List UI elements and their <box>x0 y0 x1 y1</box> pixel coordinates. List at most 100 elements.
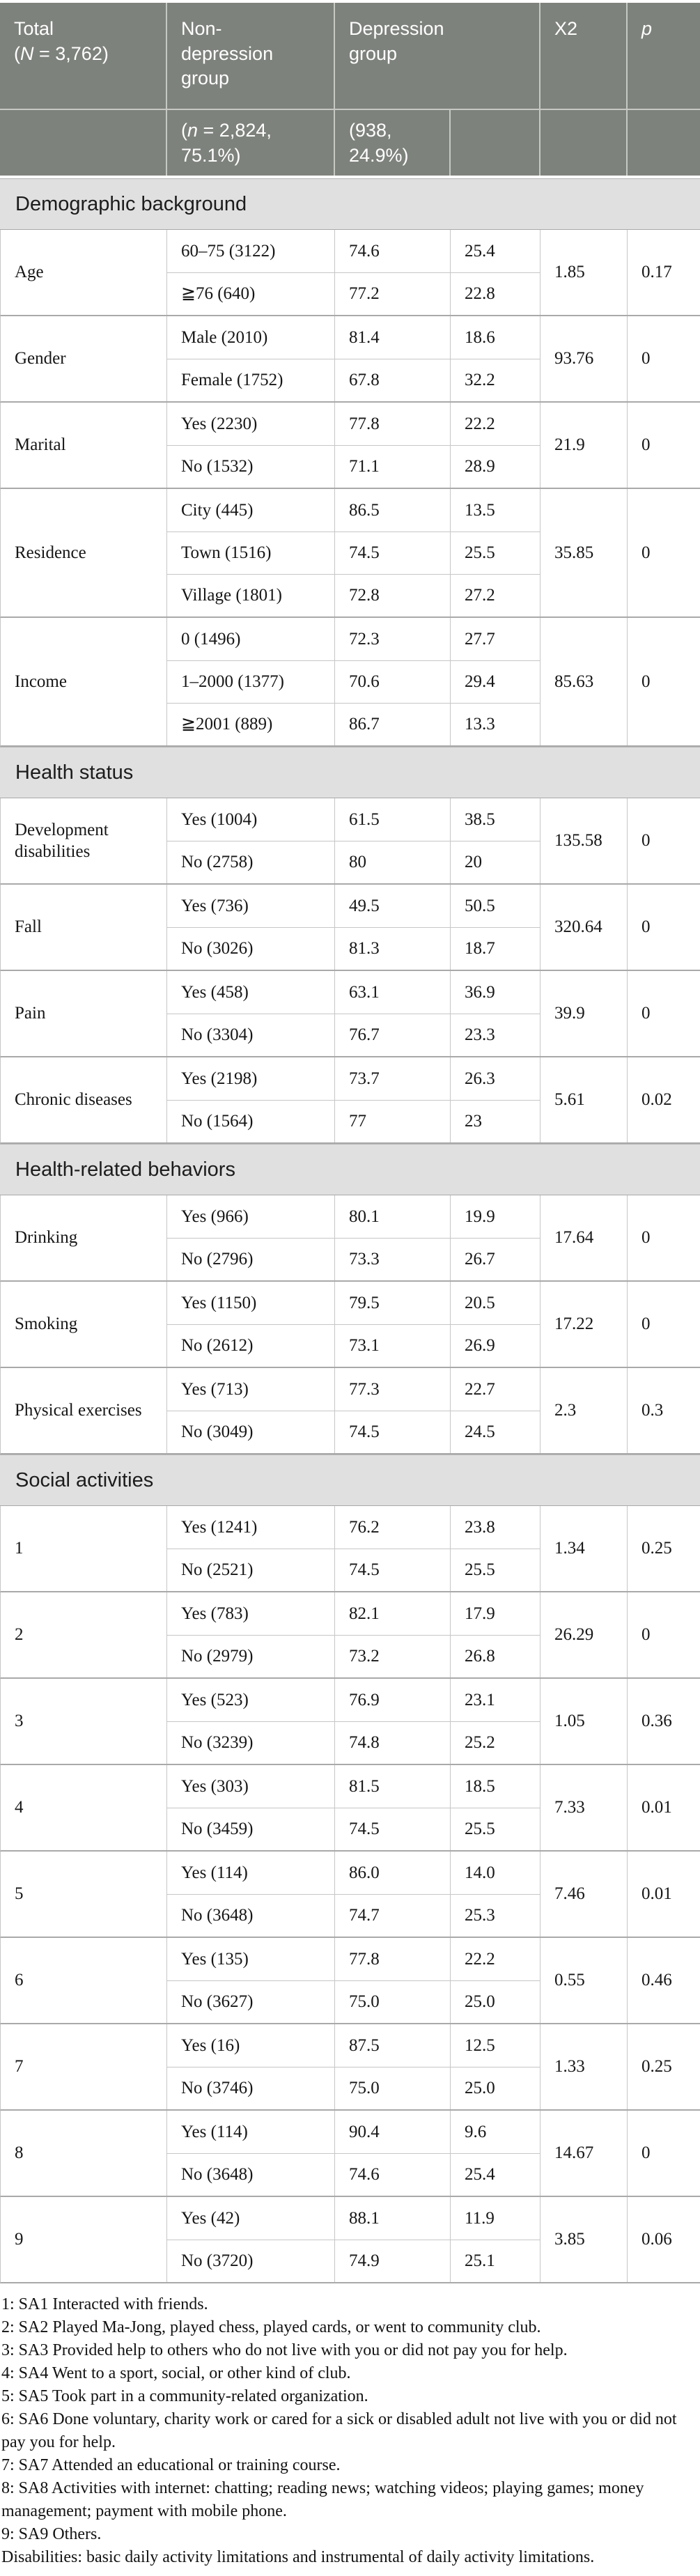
header-x2-cell: X2 <box>540 3 628 109</box>
header-nondepression-count: (n = 2,824, 75.1%) <box>181 120 272 166</box>
header-depression-count-cell: (938, 24.9%) <box>335 109 451 176</box>
variable-group: 5 Yes (114) 86.0 14.0 No (3648) 74.7 25.3 7.46 0… <box>0 1852 700 1938</box>
nondep-pct-cell: 74.9 <box>335 2240 451 2282</box>
variable-group: Pain Yes (458) 63.1 36.9 No (3304) 76.7 23.3 39… <box>0 971 700 1057</box>
dep-pct-cell: 25.5 <box>451 1549 540 1591</box>
variable-label: 9 <box>1 2197 167 2282</box>
category-cell: ≧76 (640) <box>167 272 335 315</box>
footnotes: 1: SA1 Interacted with friends. 2: SA2 Pl… <box>0 2283 700 2576</box>
nondep-pct-cell: 77.3 <box>335 1368 451 1411</box>
variable-group: Development disabilities Yes (1004) 61.5 38… <box>0 798 700 885</box>
nondep-pct-cell: 76.2 <box>335 1506 451 1549</box>
dep-pct-cell: 26.9 <box>451 1324 540 1367</box>
p-cell: 0 <box>628 1592 700 1677</box>
nondep-pct-cell: 86.5 <box>335 489 451 532</box>
nondep-pct-cell: 88.1 <box>335 2197 451 2240</box>
nondep-pct-cell: 73.1 <box>335 1324 451 1367</box>
x2-cell: 85.63 <box>540 618 628 745</box>
variable-group: Drinking Yes (966) 80.1 19.9 No (2796) 73.3 26… <box>0 1195 700 1282</box>
variable-label: Fall <box>1 885 167 970</box>
dep-pct-cell: 19.9 <box>451 1195 540 1238</box>
x2-cell: 1.33 <box>540 2024 628 2109</box>
category-cell: Yes (458) <box>167 971 335 1014</box>
dep-pct-cell: 9.6 <box>451 2111 540 2153</box>
category-cell: No (2796) <box>167 1238 335 1280</box>
footnote-line: 3: SA3 Provided help to others who do no… <box>1 2341 568 2359</box>
nondep-pct-cell: 80.1 <box>335 1195 451 1238</box>
nondep-pct-cell: 74.8 <box>335 1721 451 1764</box>
p-cell: 0 <box>628 618 700 745</box>
nondep-pct-cell: 81.4 <box>335 316 451 359</box>
nondep-pct-cell: 73.7 <box>335 1057 451 1100</box>
category-cell: Yes (42) <box>167 2197 335 2240</box>
footnote-line: 6: SA6 Done voluntary, charity work or c… <box>1 2410 677 2451</box>
category-cell: No (1564) <box>167 1100 335 1142</box>
nondep-pct-cell: 82.1 <box>335 1592 451 1635</box>
p-cell: 0.02 <box>628 1057 700 1142</box>
variable-group: 3 Yes (523) 76.9 23.1 No (3239) 74.8 25.2 1.05 0… <box>0 1679 700 1765</box>
category-cell: No (3648) <box>167 2153 335 2196</box>
nondep-pct-cell: 67.8 <box>335 359 451 401</box>
variable-label: Residence <box>1 489 167 616</box>
nondep-pct-cell: 80 <box>335 841 451 883</box>
section-title: Social activities <box>0 1454 700 1506</box>
category-cell: Yes (303) <box>167 1765 335 1808</box>
variable-group: Marital Yes (2230) 77.8 22.2 No (1532) 71.1 28… <box>0 403 700 489</box>
variable-group: 1 Yes (1241) 76.2 23.8 No (2521) 74.5 25.5 1.34… <box>0 1506 700 1592</box>
section-title: Health-related behaviors <box>0 1144 700 1195</box>
variable-group: Age 60–75 (3122) 74.6 25.4 ≧76 (640) 77.2 22.8… <box>0 230 700 316</box>
dep-pct-cell: 18.7 <box>451 927 540 970</box>
nondep-pct-cell: 74.5 <box>335 1411 451 1453</box>
category-cell: Yes (736) <box>167 885 335 927</box>
dep-pct-cell: 25.0 <box>451 2067 540 2109</box>
category-cell: Yes (114) <box>167 2111 335 2153</box>
p-cell: 0.01 <box>628 1852 700 1937</box>
variable-group: Chronic diseases Yes (2198) 73.7 26.3 No (15… <box>0 1057 700 1144</box>
variable-group: Income 0 (1496) 72.3 27.7 1–2000 (1377) 70.6 2… <box>0 618 700 747</box>
x2-cell: 135.58 <box>540 798 628 883</box>
nondep-pct-cell: 72.3 <box>335 618 451 660</box>
category-cell: Yes (966) <box>167 1195 335 1238</box>
x2-cell: 7.46 <box>540 1852 628 1937</box>
nondep-pct-cell: 71.1 <box>335 445 451 488</box>
footnote-line: Disabilities: basic daily activity limit… <box>1 2548 595 2566</box>
p-cell: 0.06 <box>628 2197 700 2282</box>
header-row-1: Total (N = 3,762) Non-depression group D… <box>0 3 700 109</box>
variable-label: 8 <box>1 2111 167 2196</box>
header-depression-cell: Depression group <box>335 3 540 109</box>
dep-pct-cell: 25.1 <box>451 2240 540 2282</box>
header-sub-empty-4 <box>628 109 700 176</box>
variable-group: Residence City (445) 86.5 13.5 Town (1516) 74… <box>0 489 700 618</box>
p-cell: 0 <box>628 1195 700 1280</box>
nondep-pct-cell: 76.9 <box>335 1679 451 1721</box>
x2-cell: 1.85 <box>540 230 628 315</box>
variable-group: 4 Yes (303) 81.5 18.5 No (3459) 74.5 25.5 7.33 0… <box>0 1765 700 1852</box>
category-cell: No (2758) <box>167 841 335 883</box>
nondep-pct-cell: 77 <box>335 1100 451 1142</box>
dep-pct-cell: 17.9 <box>451 1592 540 1635</box>
p-cell: 0 <box>628 489 700 616</box>
category-cell: No (3720) <box>167 2240 335 2282</box>
header-depression-label: Depression group <box>349 18 444 64</box>
dep-pct-cell: 26.7 <box>451 1238 540 1280</box>
p-cell: 0.25 <box>628 1506 700 1591</box>
variable-label: 6 <box>1 1938 167 2023</box>
nondep-pct-cell: 86.7 <box>335 703 451 745</box>
category-cell: Female (1752) <box>167 359 335 401</box>
dep-pct-cell: 22.2 <box>451 1938 540 1980</box>
header-nondepression-cell: Non-depression group <box>167 3 335 109</box>
nondep-pct-cell: 75.0 <box>335 2067 451 2109</box>
dep-pct-cell: 29.4 <box>451 660 540 703</box>
dep-pct-cell: 25.4 <box>451 2153 540 2196</box>
category-cell: No (3026) <box>167 927 335 970</box>
variable-label: Physical exercises <box>1 1368 167 1453</box>
footnote-line: 5: SA5 Took part in a community-related … <box>1 2387 368 2405</box>
nondep-pct-cell: 74.6 <box>335 2153 451 2196</box>
dep-pct-cell: 22.2 <box>451 403 540 445</box>
variable-group: Smoking Yes (1150) 79.5 20.5 No (2612) 73.1 26… <box>0 1282 700 1368</box>
dep-pct-cell: 26.8 <box>451 1635 540 1677</box>
x2-cell: 35.85 <box>540 489 628 616</box>
nondep-pct-cell: 81.3 <box>335 927 451 970</box>
section-title: Demographic background <box>0 178 700 230</box>
